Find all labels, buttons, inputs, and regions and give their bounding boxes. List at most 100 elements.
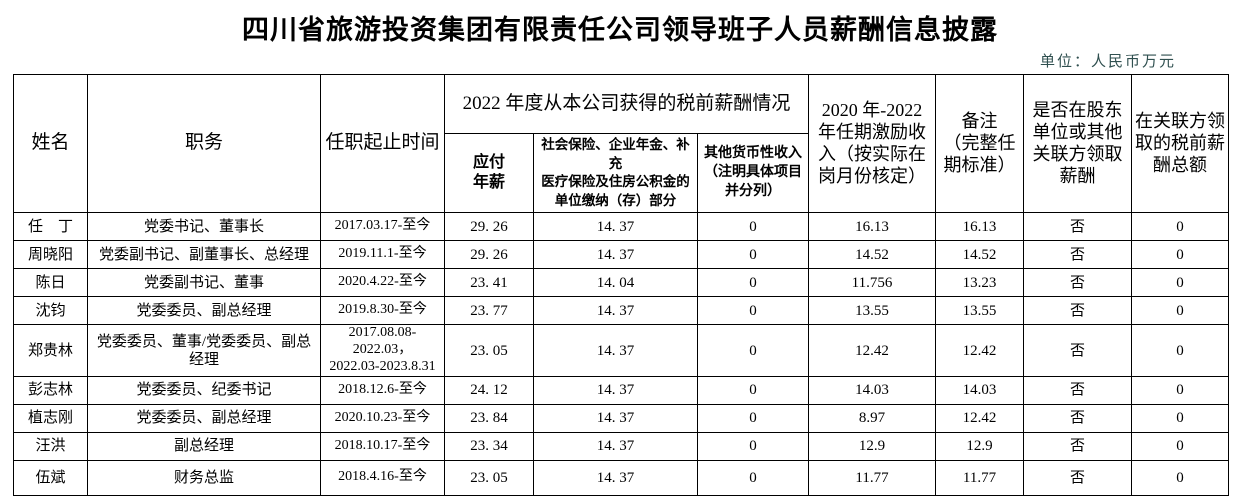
cell-other-income: 0 (697, 324, 809, 377)
col-header-term-incentive-income: 2020 年-2022 年任期激励收 入（按实际在 岗月份核定） (808, 74, 936, 214)
cell-name: 任 丁 (13, 212, 88, 242)
cell-term: 2020.4.22-至今 (320, 268, 445, 298)
cell-name: 汪洪 (13, 431, 88, 461)
cell-related-party: 否 (1023, 459, 1132, 496)
cell-other-income: 0 (697, 375, 809, 405)
cell-remark: 12.9 (935, 431, 1024, 461)
cell-remark: 16.13 (935, 212, 1024, 242)
cell-related-party: 否 (1023, 324, 1132, 377)
cell-incentive: 16.13 (808, 212, 936, 242)
header-row-2: 应付 年薪 社会保险、企业年金、补充 医疗保险及住房公积金的 单位缴纳（存）部分… (14, 133, 1229, 214)
table-row: 陈日 党委副书记、董事 2020.4.22-至今 23. 41 14. 04 0… (13, 268, 1229, 298)
cell-other-income: 0 (697, 240, 809, 270)
col-header-insurance-contribution: 社会保险、企业年金、补充 医疗保险及住房公积金的 单位缴纳（存）部分 (533, 133, 698, 214)
cell-payable: 23. 05 (444, 459, 534, 496)
col-header-name: 姓名 (13, 74, 88, 214)
cell-related-party: 否 (1023, 296, 1132, 326)
cell-insurance: 14. 37 (533, 212, 698, 242)
cell-incentive: 11.77 (808, 459, 936, 496)
cell-name: 周晓阳 (13, 240, 88, 270)
cell-incentive: 13.55 (808, 296, 936, 326)
col-header-remark: 备注 （完整任 期标准） (935, 74, 1024, 214)
cell-term: 2020.10.23-至今 (320, 403, 445, 433)
table-row: 郑贵林 党委委员、董事/党委委员、副总 经理 2017.08.08-2022.0… (13, 324, 1229, 377)
cell-name: 郑贵林 (13, 324, 88, 377)
cell-other-income: 0 (697, 403, 809, 433)
cell-payable: 23. 84 (444, 403, 534, 433)
table-row: 植志刚 党委委员、副总经理 2020.10.23-至今 23. 84 14. 3… (13, 403, 1229, 433)
cell-position: 党委委员、副总经理 (87, 296, 321, 326)
cell-term: 2018.4.16-至今 (320, 459, 445, 496)
cell-related-party: 否 (1023, 240, 1132, 270)
cell-payable: 23. 34 (444, 431, 534, 461)
cell-payable: 24. 12 (444, 375, 534, 405)
cell-payable: 23. 77 (444, 296, 534, 326)
cell-incentive: 11.756 (808, 268, 936, 298)
page-title: 四川省旅游投资集团有限责任公司领导班子人员薪酬信息披露 (242, 15, 998, 45)
col-header-payable-annual-salary: 应付 年薪 (444, 133, 534, 214)
cell-term: 2018.12.6-至今 (320, 375, 445, 405)
salary-table: 姓名 职务 任职起止时间 2022 年度从本公司获得的税前薪酬情况 2020 年… (13, 74, 1229, 496)
cell-related-total: 0 (1131, 324, 1229, 377)
table-row: 任 丁 党委书记、董事长 2017.03.17-至今 29. 26 14. 37… (13, 212, 1229, 242)
cell-term: 2019.8.30-至今 (320, 296, 445, 326)
table-row: 伍斌 财务总监 2018.4.16-至今 23. 05 14. 37 0 11.… (13, 459, 1229, 496)
cell-other-income: 0 (697, 268, 809, 298)
col-header-other-monetary-income: 其他货币性收入 （注明具体项目 并分列） (697, 133, 809, 214)
cell-related-total: 0 (1131, 431, 1229, 461)
cell-remark: 13.55 (935, 296, 1024, 326)
table-row: 周晓阳 党委副书记、副董事长、总经理 2019.11.1-至今 29. 26 1… (13, 240, 1229, 270)
cell-related-total: 0 (1131, 459, 1229, 496)
cell-incentive: 8.97 (808, 403, 936, 433)
cell-related-party: 否 (1023, 403, 1132, 433)
cell-related-total: 0 (1131, 403, 1229, 433)
cell-name: 伍斌 (13, 459, 88, 496)
cell-related-total: 0 (1131, 375, 1229, 405)
cell-term: 2018.10.17-至今 (320, 431, 445, 461)
cell-related-party: 否 (1023, 268, 1132, 298)
cell-insurance: 14. 04 (533, 268, 698, 298)
cell-term: 2019.11.1-至今 (320, 240, 445, 270)
cell-payable: 23. 05 (444, 324, 534, 377)
cell-insurance: 14. 37 (533, 431, 698, 461)
cell-remark: 14.03 (935, 375, 1024, 405)
cell-insurance: 14. 37 (533, 403, 698, 433)
cell-insurance: 14. 37 (533, 375, 698, 405)
cell-position: 副总经理 (87, 431, 321, 461)
table-row: 汪洪 副总经理 2018.10.17-至今 23. 34 14. 37 0 12… (13, 431, 1229, 461)
cell-related-party: 否 (1023, 212, 1132, 242)
cell-insurance: 14. 37 (533, 324, 698, 377)
cell-related-party: 否 (1023, 375, 1132, 405)
cell-remark: 11.77 (935, 459, 1024, 496)
cell-position: 党委书记、董事长 (87, 212, 321, 242)
col-header-2022-salary-group: 2022 年度从本公司获得的税前薪酬情况 (444, 74, 809, 135)
cell-other-income: 0 (697, 459, 809, 496)
cell-related-total: 0 (1131, 268, 1229, 298)
cell-name: 陈日 (13, 268, 88, 298)
cell-incentive: 12.42 (808, 324, 936, 377)
cell-incentive: 14.03 (808, 375, 936, 405)
cell-remark: 12.42 (935, 403, 1024, 433)
cell-insurance: 14. 37 (533, 296, 698, 326)
cell-related-party: 否 (1023, 431, 1132, 461)
cell-name: 植志刚 (13, 403, 88, 433)
cell-related-total: 0 (1131, 240, 1229, 270)
unit-note: 单位：人民币万元 (1039, 54, 1176, 71)
cell-related-total: 0 (1131, 296, 1229, 326)
cell-position: 党委委员、副总经理 (87, 403, 321, 433)
cell-incentive: 12.9 (808, 431, 936, 461)
cell-other-income: 0 (697, 431, 809, 461)
cell-position: 党委委员、纪委书记 (87, 375, 321, 405)
table-row: 沈钧 党委委员、副总经理 2019.8.30-至今 23. 77 14. 37 … (13, 296, 1229, 326)
table-row: 彭志林 党委委员、纪委书记 2018.12.6-至今 24. 12 14. 37… (13, 375, 1229, 405)
cell-term: 2017.08.08-2022.03， 2022.03-2023.8.31 (320, 324, 445, 377)
cell-other-income: 0 (697, 296, 809, 326)
cell-term: 2017.03.17-至今 (320, 212, 445, 242)
cell-position: 党委委员、董事/党委委员、副总 经理 (87, 324, 321, 377)
cell-remark: 14.52 (935, 240, 1024, 270)
col-header-related-party-paid: 是否在股东 单位或其他 关联方领取 薪酬 (1023, 74, 1132, 214)
cell-position: 党委副书记、董事 (87, 268, 321, 298)
cell-insurance: 14. 37 (533, 240, 698, 270)
col-header-related-party-pretax-total: 在关联方领 取的税前薪 酬总额 (1131, 74, 1229, 214)
cell-payable: 29. 26 (444, 240, 534, 270)
